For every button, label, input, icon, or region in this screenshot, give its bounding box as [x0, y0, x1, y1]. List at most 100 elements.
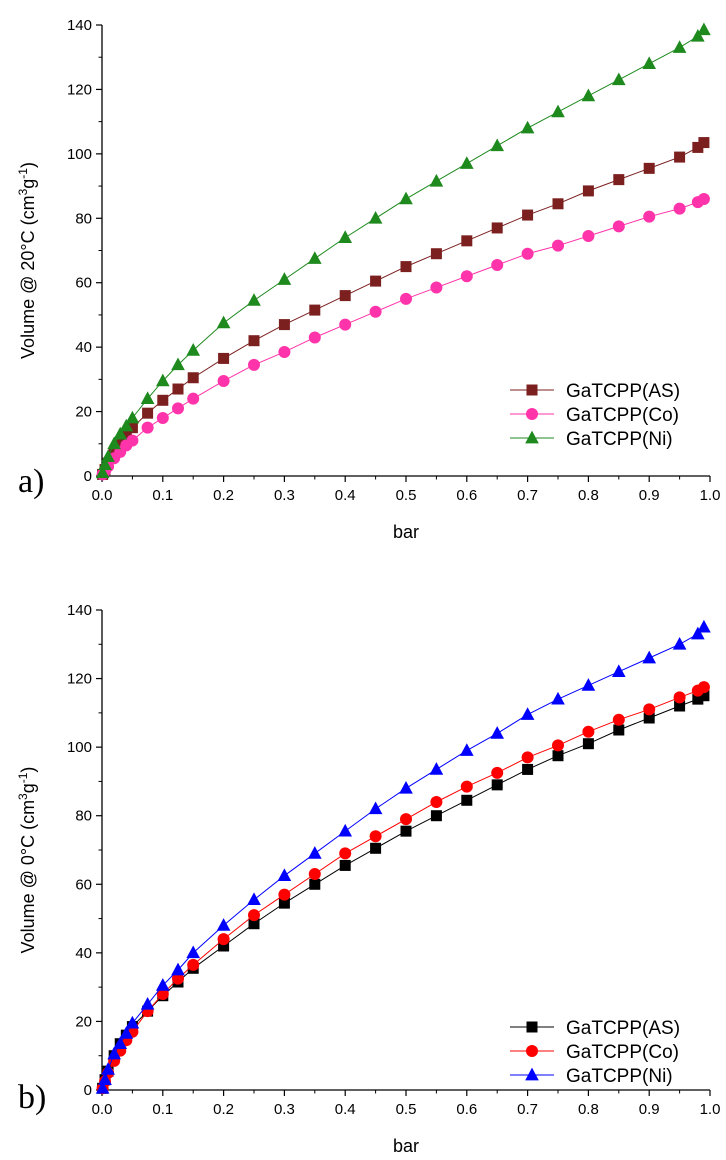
data-point: [187, 392, 200, 405]
data-point: [581, 88, 596, 102]
data-point: [98, 457, 112, 471]
series-3: [95, 22, 711, 479]
data-point: [520, 707, 535, 720]
data-point: [491, 258, 504, 271]
data-point: [142, 407, 154, 419]
y-axis-label: Volume @ 0°C (cm3g-1): [16, 767, 38, 954]
y-tick-label: 40: [75, 945, 92, 962]
x-axis-label: bar: [393, 522, 419, 542]
data-point: [400, 292, 412, 305]
data-point: [248, 358, 260, 371]
x-tick-label: 0.2: [213, 487, 234, 504]
data-point: [399, 780, 413, 794]
x-tick-label: 1.0: [700, 487, 721, 504]
data-point: [520, 120, 535, 134]
data-point: [582, 230, 595, 243]
legend-marker: [526, 408, 538, 420]
legend-marker: [526, 1045, 538, 1057]
data-point: [308, 868, 321, 880]
data-point: [692, 141, 704, 153]
data-point: [643, 712, 655, 724]
data-point: [551, 104, 565, 118]
data-point: [691, 626, 705, 640]
x-tick-label: 0.3: [274, 1101, 295, 1118]
data-point: [141, 421, 154, 434]
data-point: [582, 185, 594, 197]
data-point: [429, 173, 444, 187]
y-tick-label: 140: [67, 602, 92, 619]
data-point: [613, 174, 625, 186]
data-point: [277, 272, 292, 285]
legend-label: GaTCPP(Ni): [566, 1066, 673, 1087]
y-tick-label: 100: [67, 146, 92, 163]
data-point: [370, 275, 382, 287]
data-point: [187, 372, 199, 384]
data-point: [521, 247, 534, 260]
data-point: [582, 738, 594, 750]
data-point: [119, 418, 134, 432]
y-axis-label-part: g: [18, 179, 38, 189]
x-tick-label: 0.7: [517, 487, 538, 504]
data-point: [430, 248, 442, 260]
data-point: [552, 750, 564, 762]
legend-label: GaTCPP(Co): [566, 405, 679, 426]
y-axis-label-superscript: -1: [16, 168, 30, 179]
x-tick-label: 0.5: [396, 487, 417, 504]
data-point: [119, 1026, 134, 1039]
data-point: [430, 810, 442, 822]
data-point: [218, 352, 230, 364]
chart-panel-a: 0.0 0.1 0.2 0.3 0.4 0.5 0.6 0.7 0.8 0.9 1.0 0 20 40 60…: [16, 17, 720, 542]
y-axis-label-superscript: 3: [16, 188, 30, 195]
x-tick-label: 1.0: [700, 1101, 721, 1118]
data-point: [95, 1080, 110, 1094]
data-point: [125, 410, 140, 424]
data-point: [697, 192, 710, 205]
panel-label: b): [18, 1079, 46, 1116]
legend-label: GaTCPP(Co): [566, 1042, 679, 1063]
data-point: [521, 751, 534, 764]
data-point: [171, 962, 185, 976]
data-point: [172, 402, 184, 415]
data-point: [126, 422, 138, 434]
data-point: [156, 412, 169, 425]
y-tick-label: 20: [75, 404, 92, 421]
y-tick-label: 0: [84, 468, 92, 485]
data-point: [643, 210, 656, 223]
data-point: [155, 978, 170, 991]
data-point: [674, 700, 686, 712]
data-point: [140, 391, 155, 405]
data-point: [339, 290, 351, 302]
data-point: [697, 681, 710, 694]
data-point: [400, 261, 412, 273]
data-point: [339, 318, 352, 331]
data-point: [216, 918, 231, 931]
data-point: [125, 1015, 140, 1029]
data-point: [101, 1062, 115, 1075]
legend-label: GaTCPP(AS): [566, 1018, 680, 1039]
data-point: [459, 156, 474, 169]
data-point: [430, 796, 443, 808]
data-point: [369, 305, 382, 318]
data-point: [186, 945, 201, 959]
data-point: [461, 794, 473, 806]
data-point: [309, 304, 321, 316]
data-point: [692, 693, 704, 705]
data-point: [399, 191, 413, 205]
y-axis-label-part: ): [18, 162, 38, 168]
x-tick-label: 0.1: [152, 487, 173, 504]
data-point: [611, 664, 626, 678]
data-point: [491, 222, 503, 234]
x-axis-label: bar: [393, 1136, 419, 1156]
data-point: [611, 72, 626, 86]
legend-marker: [526, 1021, 538, 1033]
data-point: [522, 763, 534, 775]
x-tick-label: 0.3: [274, 487, 295, 504]
y-axis-label-superscript: 3: [16, 793, 30, 800]
data-point: [217, 374, 230, 387]
x-tick-label: 0.8: [578, 487, 599, 504]
x-tick-label: 0.5: [396, 1101, 417, 1118]
x-tick-label: 0.9: [639, 487, 660, 504]
data-point: [552, 739, 564, 752]
data-point: [126, 434, 139, 447]
data-point: [698, 690, 710, 702]
